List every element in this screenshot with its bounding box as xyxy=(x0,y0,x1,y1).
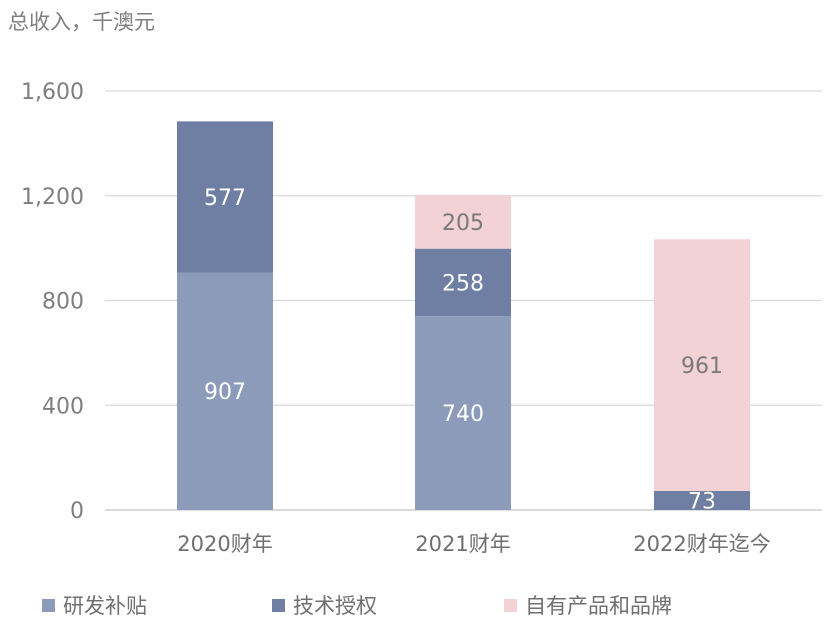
data-label: 740 xyxy=(442,402,484,427)
bar-1-0 xyxy=(415,316,511,510)
legend-swatch-rd-grant xyxy=(42,598,55,612)
y-tick-label: 400 xyxy=(42,394,84,419)
bar-2-1 xyxy=(654,490,750,510)
bar-1-2 xyxy=(415,194,511,249)
legend-item-tech-license: 技术授权 xyxy=(272,590,377,620)
data-label: 961 xyxy=(681,354,723,379)
bar-1-1 xyxy=(415,248,511,317)
bar-0-0 xyxy=(177,272,273,510)
legend-item-own-products: 自有产品和品牌 xyxy=(504,590,672,620)
data-label: 258 xyxy=(442,271,484,296)
x-tick-label: 2021财年 xyxy=(415,532,510,556)
y-tick-label: 1,200 xyxy=(21,185,84,210)
bar-2-2 xyxy=(654,239,750,491)
x-tick-label: 2022财年迄今 xyxy=(633,532,770,556)
y-tick-label: 1,600 xyxy=(21,80,84,105)
legend-swatch-tech-license xyxy=(272,598,285,612)
bars: 907 577 740 258 205 73 961 xyxy=(177,121,750,514)
y-axis-title: 总收入，千澳元 xyxy=(8,10,155,34)
y-tick-label: 0 xyxy=(70,499,84,524)
data-label: 73 xyxy=(688,489,716,514)
legend-label-rd-grant: 研发补贴 xyxy=(63,594,147,618)
legend-item-rd-grant: 研发补贴 xyxy=(42,590,147,620)
data-label: 907 xyxy=(204,380,246,405)
legend-swatch-own-products xyxy=(504,598,517,612)
bar-0-1 xyxy=(177,121,273,273)
legend-label-tech-license: 技术授权 xyxy=(293,594,377,618)
data-label: 205 xyxy=(442,211,484,236)
legend: 研发补贴 技术授权 自有产品和品牌 xyxy=(0,590,836,630)
data-label: 577 xyxy=(204,186,246,211)
y-tick-label: 800 xyxy=(42,290,84,315)
stacked-bar-chart: 0 400 800 1,200 1,600 907 577 740 258 205 73 961 2… xyxy=(21,80,822,556)
x-tick-label: 2020财年 xyxy=(177,532,272,556)
legend-label-own-products: 自有产品和品牌 xyxy=(525,594,672,618)
x-tick-labels: 2020财年 2021财年 2022财年迄今 xyxy=(177,532,770,556)
y-tick-labels: 0 400 800 1,200 1,600 xyxy=(21,80,84,524)
